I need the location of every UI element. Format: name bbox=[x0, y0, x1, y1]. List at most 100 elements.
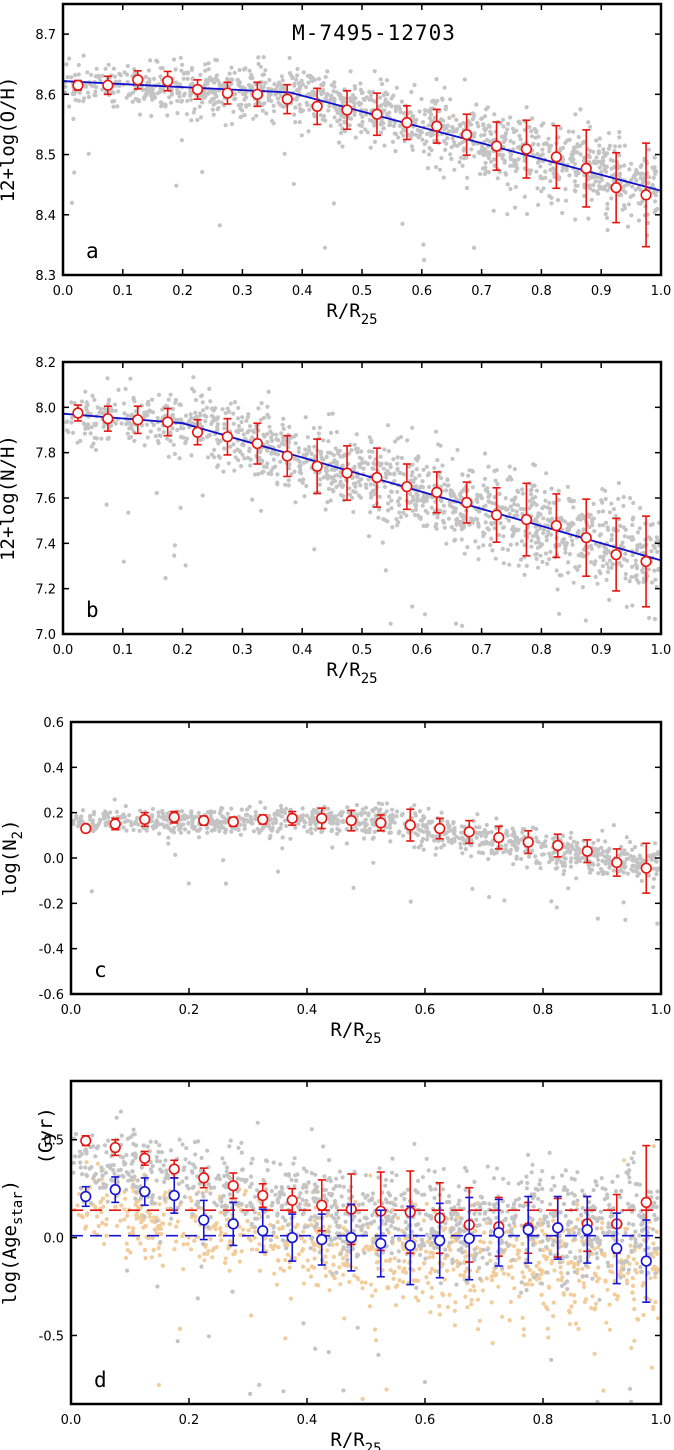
scatter-point bbox=[586, 120, 591, 125]
scatter-point bbox=[569, 1260, 574, 1265]
scatter-point bbox=[228, 444, 233, 449]
scatter-point bbox=[224, 1217, 230, 1222]
scatter-point bbox=[326, 108, 331, 113]
scatter-point bbox=[326, 439, 331, 444]
scatter-point bbox=[609, 532, 615, 538]
scatter-point bbox=[146, 89, 151, 94]
scatter-point bbox=[169, 828, 174, 833]
scatter-point bbox=[598, 866, 604, 872]
scatter-point bbox=[547, 1285, 552, 1290]
scatter-point bbox=[570, 538, 575, 543]
scatter-point bbox=[136, 822, 141, 827]
scatter-point bbox=[397, 829, 402, 834]
scatter-point bbox=[603, 870, 608, 875]
scatter-point bbox=[169, 92, 174, 97]
scatter-point bbox=[379, 461, 384, 466]
scatter-point bbox=[512, 467, 517, 472]
scatter-point bbox=[119, 1203, 124, 1208]
scatter-point bbox=[335, 826, 340, 832]
scatter-point bbox=[126, 419, 131, 424]
scatter-point bbox=[425, 523, 430, 528]
scatter-point bbox=[327, 103, 332, 109]
scatter-point bbox=[293, 120, 298, 125]
scatter-point bbox=[646, 147, 652, 152]
scatter-point bbox=[257, 459, 262, 464]
scatter-point bbox=[353, 86, 358, 91]
scatter-point bbox=[483, 520, 488, 525]
x-tick-label: 0.7 bbox=[471, 284, 492, 299]
scatter-point bbox=[458, 123, 463, 129]
y-tick-label: -0.2 bbox=[39, 897, 64, 912]
scatter-point bbox=[651, 876, 657, 882]
scatter-point bbox=[306, 1267, 311, 1272]
scatter-point bbox=[624, 835, 629, 840]
scatter-point bbox=[149, 113, 154, 119]
scatter-point bbox=[430, 834, 435, 839]
scatter-point bbox=[591, 188, 596, 193]
scatter-point bbox=[273, 816, 278, 821]
scatter-point bbox=[367, 826, 372, 831]
scatter-point bbox=[417, 809, 422, 814]
binned-marker bbox=[168, 811, 180, 823]
scatter-point bbox=[322, 114, 327, 119]
scatter-point bbox=[444, 141, 449, 146]
scatter-point bbox=[324, 472, 329, 477]
scatter-point bbox=[387, 494, 392, 499]
scatter-point bbox=[100, 73, 105, 78]
x-axis-label: R/R25 bbox=[326, 659, 377, 687]
scatter-point bbox=[301, 460, 306, 465]
scatter-point bbox=[215, 464, 220, 470]
scatter-point bbox=[311, 112, 316, 117]
scatter-point bbox=[401, 472, 407, 477]
scatter-point bbox=[318, 477, 323, 482]
scatter-point bbox=[442, 85, 447, 90]
scatter-point bbox=[535, 545, 541, 550]
y-axis-label: 12+log(N/H) bbox=[0, 435, 19, 561]
scatter-point bbox=[427, 471, 432, 476]
scatter-point bbox=[333, 105, 338, 110]
scatter-point bbox=[297, 478, 302, 483]
binned-marker bbox=[109, 818, 121, 830]
scatter-point bbox=[318, 452, 323, 457]
scatter-point bbox=[486, 156, 492, 161]
scatter-point bbox=[381, 126, 386, 131]
scatter-point bbox=[624, 182, 630, 187]
scatter-point bbox=[353, 481, 358, 486]
scatter-point bbox=[573, 217, 578, 222]
scatter-point bbox=[293, 1256, 298, 1261]
scatter-point bbox=[132, 438, 137, 443]
scatter-point bbox=[121, 401, 126, 406]
scatter-point bbox=[335, 818, 340, 823]
scatter-point bbox=[366, 811, 371, 816]
binned-marker bbox=[550, 520, 562, 532]
scatter-point bbox=[331, 89, 336, 94]
scatter-point bbox=[227, 1239, 232, 1244]
scatter-point bbox=[471, 142, 476, 147]
scatter-point bbox=[192, 826, 197, 831]
scatter-point bbox=[446, 516, 452, 521]
scatter-point bbox=[640, 181, 645, 186]
scatter-point bbox=[534, 130, 539, 135]
scatter-point bbox=[445, 477, 450, 482]
scatter-point bbox=[388, 818, 393, 823]
scatter-point bbox=[564, 541, 570, 546]
scatter-point bbox=[89, 83, 94, 88]
scatter-point bbox=[103, 66, 108, 71]
scatter-point bbox=[393, 106, 398, 111]
scatter-point bbox=[355, 450, 360, 455]
scatter-point bbox=[520, 1315, 525, 1320]
scatter-point bbox=[278, 459, 283, 464]
scatter-point bbox=[421, 242, 426, 247]
scatter-point bbox=[420, 479, 425, 484]
scatter-point bbox=[566, 560, 571, 565]
scatter-point bbox=[89, 444, 94, 449]
scatter-point bbox=[414, 498, 419, 503]
scatter-point bbox=[516, 838, 522, 843]
scatter-point bbox=[351, 467, 357, 472]
scatter-point bbox=[185, 98, 190, 103]
scatter-point bbox=[425, 510, 430, 515]
scatter-point bbox=[600, 828, 605, 833]
scatter-point bbox=[354, 1266, 359, 1271]
scatter-point bbox=[215, 107, 220, 112]
scatter-point bbox=[263, 80, 268, 85]
